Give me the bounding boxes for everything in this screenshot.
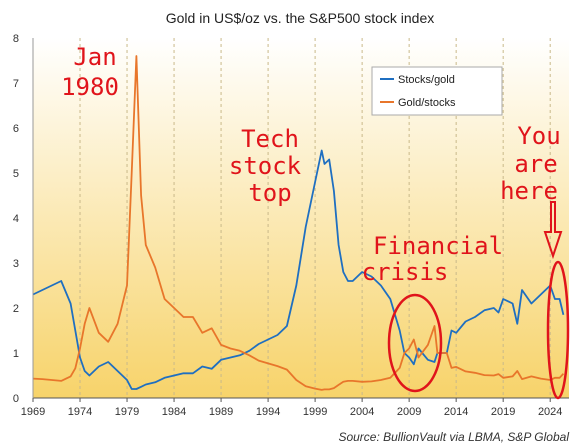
annotation-here-line3: here [500,177,558,205]
annotation-here-line1: You [517,122,560,150]
y-tick-labels: 0 1 2 3 4 5 6 7 8 [13,33,19,405]
x-tick-label-1984: 1984 [162,406,186,418]
annotation-jan-1980-line1: Jan [73,43,116,71]
series-layer [32,55,565,391]
annotation-jan-1980-line2: 1980 [61,73,119,101]
crisis-ellipse [387,293,443,393]
x-tick-label-1994: 1994 [256,406,280,418]
annotations: Jan 1980 Tech stock top Financial crisis… [61,43,561,286]
x-tick-label-1989: 1989 [209,406,233,418]
legend-label-stocks-gold: Stocks/gold [398,74,455,86]
legend-label-gold-stocks: Gold/stocks [398,97,456,109]
x-tick-label-2014: 2014 [444,406,468,418]
y-tick-label-2: 2 [13,303,19,315]
annotation-tech-line2: stock [229,152,302,180]
annotation-crisis-line1: Financial [373,232,503,260]
x-tick-label-1969: 1969 [21,406,45,418]
annotation-here-line2: are [514,150,557,178]
legend: Stocks/gold Gold/stocks [371,66,503,116]
x-tick-label-1974: 1974 [68,406,92,418]
annotation-tech-line3: top [248,179,291,207]
source-note: Source: BullionVault via LBMA, S&P Globa… [338,430,569,444]
y-tick-label-4: 4 [13,213,19,225]
x-tick-label-1999: 1999 [303,406,327,418]
down-arrow-icon [543,201,563,260]
x-tick-label-2009: 2009 [397,406,421,418]
y-tick-label-0: 0 [13,393,19,405]
legend-box [371,66,503,116]
y-tick-label-6: 6 [13,123,19,135]
y-tick-label-8: 8 [13,33,19,45]
here-ellipse [546,260,570,400]
chart-title: Gold in US$/oz vs. the S&P500 stock inde… [166,10,434,26]
y-tick-label-1: 1 [13,348,19,360]
annotation-tech-line1: Tech [241,125,299,153]
x-tick-label-2024: 2024 [538,406,562,418]
x-tick-label-2004: 2004 [350,406,374,418]
series-line-stocks-gold [32,149,565,390]
x-tick-label-2019: 2019 [491,406,515,418]
y-tick-label-5: 5 [13,168,19,180]
x-tick-labels: 1969 1974 1979 1984 1989 1994 1999 2004 2009 2014… [21,398,562,418]
annotation-crisis-line2: crisis [362,258,449,286]
series-line-gold-stocks [32,55,565,391]
x-tick-label-1979: 1979 [115,406,139,418]
y-tick-label-7: 7 [13,78,19,90]
y-tick-label-3: 3 [13,258,19,270]
